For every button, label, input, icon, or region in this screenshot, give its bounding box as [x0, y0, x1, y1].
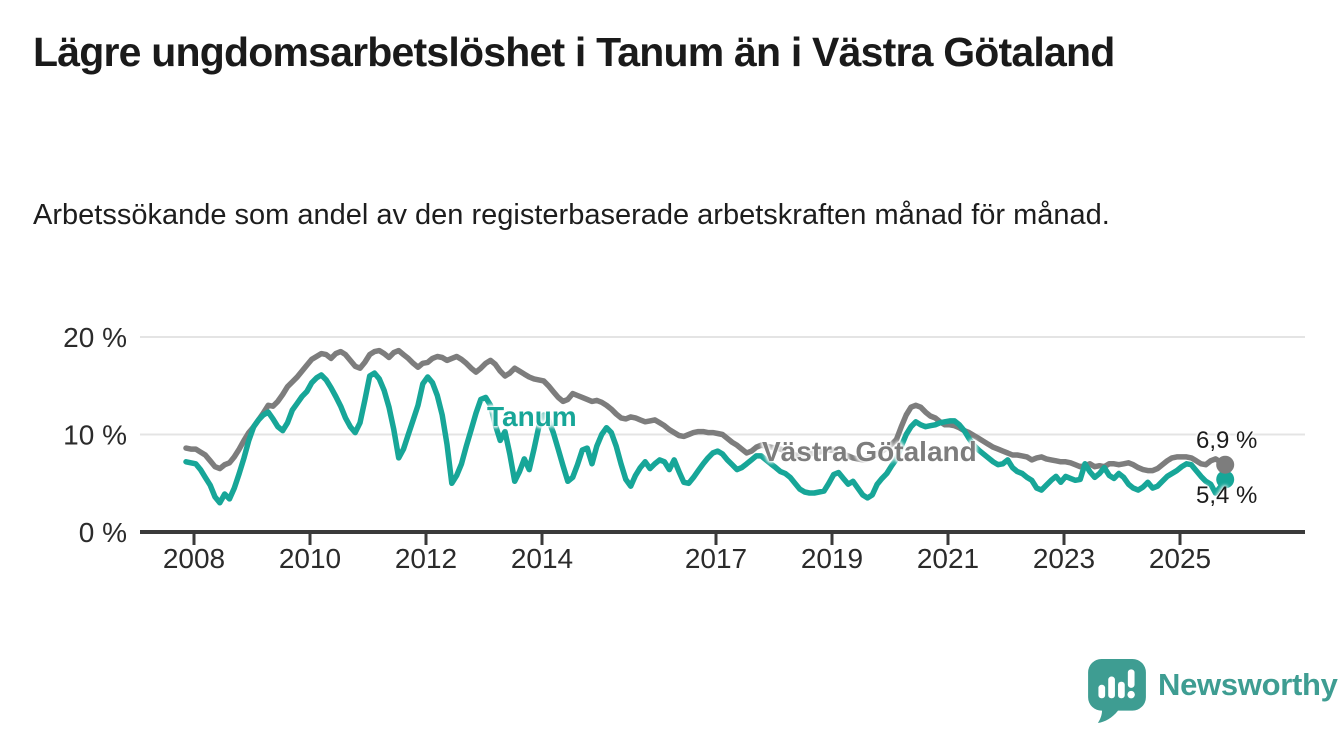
- series-label-tanum: Tanum: [487, 401, 577, 432]
- newsworthy-bubble-icon: [1088, 659, 1146, 723]
- x-tick-label: 2025: [1149, 543, 1211, 574]
- chart-subtitle: Arbetssökande som andel av den registerb…: [33, 199, 1110, 231]
- series-label-vastra-gotaland: Västra Götaland: [762, 436, 977, 467]
- y-tick-label: 0 %: [79, 517, 127, 548]
- x-tick-label: 2014: [511, 543, 573, 574]
- end-value-tanum: 5,4 %: [1196, 482, 1258, 509]
- x-tick-label: 2017: [685, 543, 747, 574]
- x-tick-label: 2023: [1033, 543, 1095, 574]
- x-tick-label: 2008: [163, 543, 225, 574]
- end-dot-v-stra-g-taland: [1216, 455, 1235, 474]
- series-line-tanum: [183, 370, 1228, 506]
- x-tick-label: 2010: [279, 543, 341, 574]
- y-tick-label: 10 %: [63, 420, 127, 451]
- end-value-vastra-gotaland: 6,9 %: [1196, 427, 1258, 454]
- x-tick-label: 2012: [395, 543, 457, 574]
- chart-title: Lägre ungdomsarbetslöshet i Tanum än i V…: [33, 29, 1115, 75]
- brand-name: Newsworthy: [1158, 667, 1338, 702]
- series-line-v-stra-g-taland: [183, 347, 1228, 474]
- end-dot-tanum: [1216, 470, 1235, 489]
- x-tick-label: 2021: [917, 543, 979, 574]
- x-tick-label: 2019: [801, 543, 863, 574]
- newsworthy-logo: Newsworthy: [1088, 659, 1338, 723]
- y-tick-label: 20 %: [63, 322, 127, 353]
